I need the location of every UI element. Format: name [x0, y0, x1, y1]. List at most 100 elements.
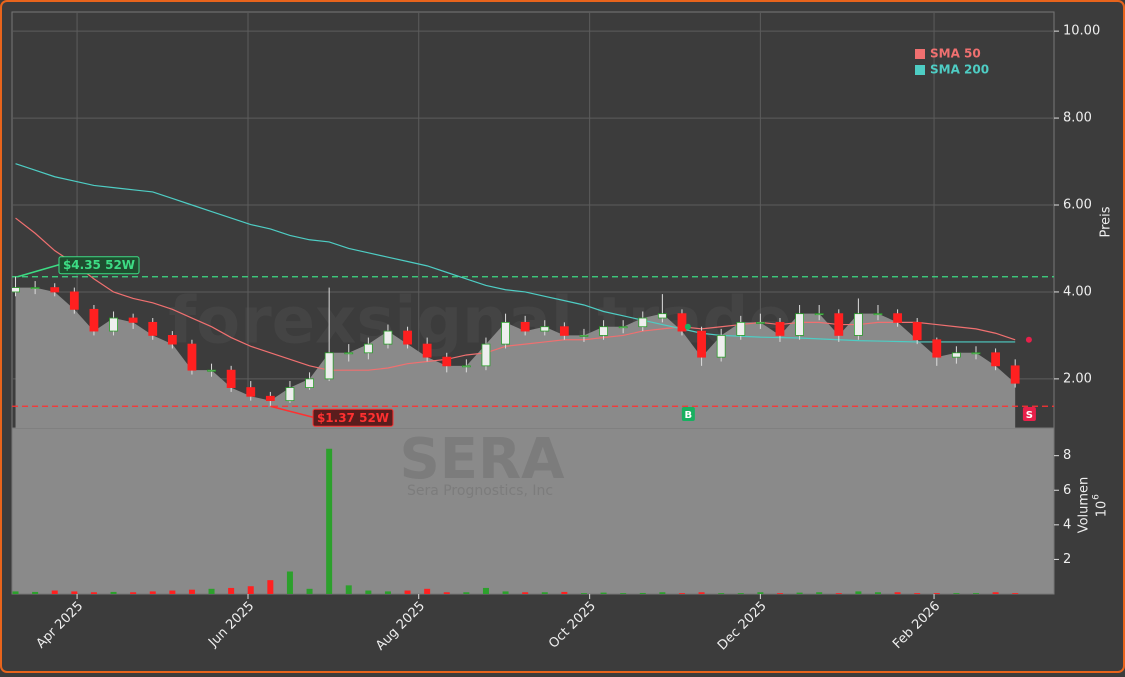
- volume-bar: [90, 592, 97, 594]
- volume-bar: [796, 592, 803, 594]
- candle-body: [481, 343, 491, 367]
- volume-bar: [502, 591, 509, 594]
- y-tick-label: 8.00: [1063, 111, 1092, 126]
- signal-label: S: [1026, 410, 1033, 421]
- volume-bar: [267, 580, 274, 594]
- volume-tick-label: 6: [1063, 483, 1071, 498]
- volume-tick-label: 8: [1063, 448, 1071, 463]
- y-tick-label: 4.00: [1063, 284, 1092, 299]
- candle-body: [187, 343, 197, 371]
- candle-body: [109, 317, 118, 332]
- volume-bar: [482, 587, 489, 594]
- sma-line: [15, 163, 1016, 343]
- volume-bar: [953, 593, 960, 594]
- volume-bar: [32, 591, 39, 594]
- volume-bar: [972, 593, 979, 594]
- candle-body: [520, 321, 530, 332]
- level-arrow: [270, 405, 314, 418]
- candle-body: [932, 339, 942, 358]
- volume-bar: [874, 592, 881, 594]
- volume-bar: [757, 592, 764, 594]
- volume-bar: [424, 588, 431, 594]
- volume-bar: [51, 590, 58, 594]
- volume-bar: [247, 586, 254, 594]
- candle-body: [501, 321, 510, 345]
- y-tick-label: 6.00: [1063, 198, 1092, 213]
- volume-axis-title: Volumen: [1077, 477, 1092, 534]
- volume-bar: [443, 592, 450, 594]
- level-box: [312, 408, 394, 427]
- candle-body: [30, 287, 40, 289]
- signal-label: B: [685, 410, 693, 421]
- candle-body: [265, 395, 275, 402]
- level-label: $1.37 52W: [317, 411, 389, 425]
- volume-bar: [933, 593, 940, 594]
- candle-body: [579, 335, 589, 337]
- candle-body: [167, 335, 177, 345]
- volume-bar: [149, 591, 156, 594]
- volume-bar: [326, 448, 333, 594]
- candle-body: [305, 378, 314, 388]
- y-tick-label: 2.00: [1063, 371, 1092, 386]
- candle-body: [736, 321, 746, 336]
- candle-body: [834, 313, 844, 336]
- candle-body: [618, 326, 628, 329]
- volume-tick-label: 2: [1063, 552, 1071, 567]
- volume-bar: [130, 592, 137, 594]
- volume-bar: [639, 592, 646, 594]
- level-box: [58, 256, 140, 275]
- volume-bar: [12, 591, 19, 594]
- candle-body: [795, 313, 804, 336]
- candle-body: [971, 352, 981, 355]
- volume-bar: [698, 592, 705, 594]
- watermark-company: Sera Prognostics, Inc: [407, 483, 553, 499]
- candle-body: [716, 335, 726, 358]
- volume-bar: [365, 590, 372, 594]
- level-arrow: [17, 264, 60, 278]
- candle-body: [363, 343, 373, 354]
- level-label: $4.35 52W: [63, 258, 135, 272]
- candle-body: [951, 352, 961, 358]
- candle-body: [755, 321, 765, 324]
- candle-body: [912, 321, 922, 341]
- signal-dot: [1025, 336, 1032, 343]
- candle-body: [422, 343, 432, 358]
- candle-body: [226, 369, 236, 388]
- candle-body: [461, 365, 471, 368]
- volume-bar: [208, 588, 215, 594]
- candle-body: [442, 356, 452, 367]
- candle-body: [89, 308, 99, 332]
- volume-bar: [306, 588, 313, 594]
- candle-body: [814, 313, 824, 316]
- volume-bar: [561, 591, 568, 594]
- candle-body: [12, 287, 20, 293]
- watermark-ticker: SERA: [399, 427, 565, 492]
- volume-bar: [522, 592, 529, 594]
- price-layer: [12, 163, 1054, 428]
- volume-bar: [776, 593, 783, 594]
- signal-box: [681, 407, 695, 421]
- volume-bar: [835, 593, 842, 594]
- volume-bar: [718, 593, 725, 594]
- volume-bar: [110, 591, 117, 594]
- candle-body: [207, 369, 216, 372]
- volume-bar: [914, 593, 921, 594]
- volume-bar: [541, 592, 548, 594]
- volume-bar: [71, 591, 78, 594]
- volume-bar: [228, 587, 235, 594]
- volume-bar: [620, 593, 627, 594]
- volume-scale-exponent: 6: [1092, 494, 1102, 500]
- candle-body: [677, 313, 687, 332]
- volume-bar: [404, 590, 411, 594]
- legend-label: SMA 200: [930, 63, 989, 77]
- volume-bar: [659, 592, 666, 594]
- candle-body: [403, 330, 412, 345]
- volume-bar: [737, 593, 744, 594]
- volume-bar: [188, 589, 195, 594]
- candle-body: [853, 313, 863, 336]
- volume-tick-label: 4: [1063, 517, 1071, 532]
- volume-bar: [384, 591, 391, 594]
- volume-scale-base: 10: [1095, 501, 1110, 518]
- candle-body: [383, 330, 393, 345]
- volume-bar: [169, 590, 176, 594]
